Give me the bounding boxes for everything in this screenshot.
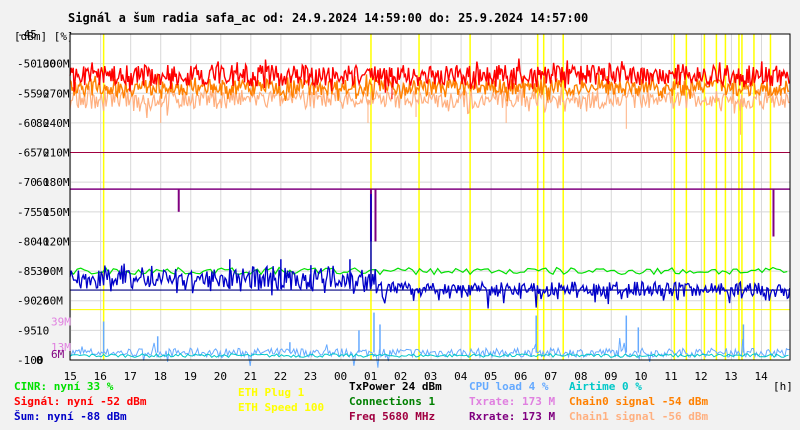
x-tick: 12 <box>694 370 707 383</box>
legend-entry: Šum: nyní -88 dBm <box>14 410 127 423</box>
y-tick-pct: 90 <box>36 87 49 100</box>
y-tick-rate: 60M <box>43 295 63 308</box>
x-tick: 07 <box>544 370 557 383</box>
x-tick: 03 <box>424 370 437 383</box>
x-tick: 14 <box>754 370 768 383</box>
legend-entry: Connections 1 <box>349 395 435 408</box>
x-tick: 05 <box>484 370 497 383</box>
y-tick-dbm: -50 <box>17 58 37 71</box>
legend-entry: Txrate: 173 M <box>469 395 555 408</box>
y-tick-rate: 150M <box>43 206 70 219</box>
y-tick-rate: 240M <box>43 117 70 130</box>
y-tick-labels: -45-50-55-60-65-70-75-80-85-90-95-100100… <box>17 28 71 367</box>
x-tick: 18 <box>154 370 167 383</box>
y-tick-rate: 300M <box>43 58 70 71</box>
y-tick-dbm: -75 <box>17 206 37 219</box>
x-tick: 13 <box>724 370 737 383</box>
legend-entry: Freq 5680 MHz <box>349 410 435 423</box>
y-tick-pct: 10 <box>36 324 49 337</box>
y-tick-pct: 50 <box>36 206 49 219</box>
series-airtime <box>69 353 789 359</box>
y-tick-rate-extra: 13M <box>51 341 71 354</box>
x-tick: 09 <box>604 370 617 383</box>
x-tick: 00 <box>334 370 347 383</box>
y-tick-pct: 70 <box>36 147 49 160</box>
x-tick: 01 <box>364 370 377 383</box>
y-tick-pct: 100 <box>36 58 56 71</box>
y-tick-dbm: -55 <box>17 87 37 100</box>
x-tick: 11 <box>664 370 677 383</box>
y-tick-rate: 90M <box>43 265 63 278</box>
x-tick: 19 <box>184 370 197 383</box>
y-tick-dbm: -100 <box>17 354 44 367</box>
x-tick: 04 <box>454 370 468 383</box>
y-tick-pct: 20 <box>36 295 49 308</box>
y-tick-dbm: -65 <box>17 147 37 160</box>
legend-entry: CPU load 4 % <box>469 380 549 393</box>
legend: CINR: nyní 33 % Signál: nyní -52 dBm Šum: … <box>14 380 708 423</box>
legend-entry: Chain1 signal -56 dBm <box>569 410 708 423</box>
y-tick-dbm: -90 <box>17 295 37 308</box>
y-tick-rate: 180M <box>43 176 70 189</box>
x-tick-labels: 15 16 17 18 19 20 21 22 23 00 01 02 03 04 05 06 07 08 09 10… <box>64 370 768 383</box>
y-tick-rate-extra: 39M <box>51 315 71 328</box>
y-tick-dbm: -80 <box>17 235 37 248</box>
x-tick: 16 <box>94 370 107 383</box>
x-unit-label: [h] <box>773 380 793 393</box>
y-tick-pct: 80 <box>36 117 49 130</box>
legend-entry: Chain0 signal -54 dBm <box>569 395 708 408</box>
y-tick-dbm: -85 <box>17 265 37 278</box>
x-tick: 10 <box>634 370 647 383</box>
y-tick-pct: 0 <box>36 354 43 367</box>
legend-entry: Airtime 0 % <box>569 380 642 393</box>
y-tick-rate: 210M <box>43 147 70 160</box>
legend-entry: CINR: nyní 33 % <box>14 380 114 393</box>
legend-entry: TxPower 24 dBm <box>349 380 442 393</box>
legend-entry: Rxrate: 173 M <box>469 410 555 423</box>
x-tick: 02 <box>394 370 407 383</box>
x-tick: 06 <box>514 370 527 383</box>
x-tick: 17 <box>124 370 137 383</box>
series-signal <box>69 58 790 93</box>
x-tick: 08 <box>574 370 587 383</box>
legend-entry: ETH Plug 1 <box>238 386 305 399</box>
y-unit-label: [dBm] [%] <box>14 30 74 43</box>
x-tick: 21 <box>244 370 257 383</box>
y-tick-dbm: -70 <box>17 176 37 189</box>
series-cpu-load <box>69 338 790 368</box>
y-tick-dbm: -95 <box>17 324 37 337</box>
y-tick-pct: 60 <box>36 176 49 189</box>
y-tick-dbm: -45 <box>17 28 37 41</box>
y-tick-pct: 30 <box>36 265 49 278</box>
y-tick-rate-extra: 6M <box>51 348 65 361</box>
y-tick-rate: 270M <box>43 87 70 100</box>
y-tick-pct: 40 <box>36 235 49 248</box>
series-chain1 <box>69 80 790 119</box>
x-tick: 22 <box>274 370 287 383</box>
series-chain0 <box>69 70 790 102</box>
series-noise <box>69 263 791 309</box>
chart-title: Signál a šum radia safa_ac od: 24.9.2024… <box>68 11 588 26</box>
x-tick: 15 <box>64 370 77 383</box>
plot-area <box>70 34 790 360</box>
y-tick-rate: 120M <box>43 235 70 248</box>
x-tick: 23 <box>304 370 317 383</box>
x-tick: 20 <box>214 370 227 383</box>
legend-entry: Signál: nyní -52 dBm <box>14 395 147 408</box>
legend-entry: ETH Speed 100 <box>238 401 324 414</box>
series-layer <box>69 58 791 368</box>
y-tick-dbm: -60 <box>17 117 37 130</box>
plot-frame <box>69 33 791 361</box>
